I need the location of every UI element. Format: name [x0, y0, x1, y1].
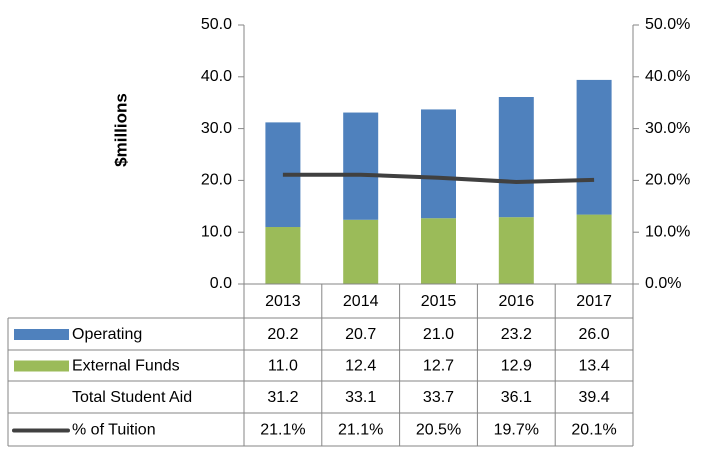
table-value: 19.7% [494, 422, 539, 439]
legend-label: Operating [72, 326, 142, 343]
table-value: 12.9 [501, 358, 532, 375]
bar-segment [576, 214, 612, 284]
table-value: 31.2 [267, 389, 298, 406]
y-tick-label: 20.0 [201, 172, 232, 189]
x-tick-label: 2016 [499, 293, 535, 310]
bar-segment [498, 217, 534, 284]
legend-key [14, 329, 69, 340]
table-value: 39.4 [579, 389, 610, 406]
y2-tick-label: 30.0% [645, 120, 690, 137]
legend-key [14, 360, 69, 372]
y2-tick-label: 50.0% [645, 16, 690, 33]
table-value: 12.7 [423, 358, 454, 375]
table-value: 13.4 [579, 358, 610, 375]
y-tick-label: 30.0 [201, 120, 232, 137]
table-value: 33.7 [423, 389, 454, 406]
x-tick-label: 2015 [421, 293, 457, 310]
table-value: 26.0 [579, 326, 610, 343]
y-tick-label: 0.0 [210, 275, 232, 292]
y-tick-label: 40.0 [201, 68, 232, 85]
table-value: 21.1% [338, 422, 383, 439]
table-value: 20.5% [416, 422, 461, 439]
y-tick-label: 10.0 [201, 223, 232, 240]
x-tick-label: 2013 [265, 293, 301, 310]
bar-segment [343, 219, 379, 284]
y2-tick-label: 20.0% [645, 172, 690, 189]
legend-label: % of Tuition [72, 422, 156, 439]
bar-segment [343, 112, 379, 220]
table-value: 23.2 [501, 326, 532, 343]
y2-tick-label: 10.0% [645, 223, 690, 240]
table-value: 36.1 [501, 389, 532, 406]
table-value: 20.7 [345, 326, 376, 343]
table-value: 21.0 [423, 326, 454, 343]
table-value: 33.1 [345, 389, 376, 406]
table-value: 11.0 [268, 358, 298, 375]
bar-segment [498, 97, 534, 218]
line-series [282, 172, 595, 184]
y2-tick-label: 40.0% [645, 68, 690, 85]
x-tick-label: 2014 [343, 293, 379, 310]
bar-segment [421, 109, 456, 219]
table-value: 20.2 [267, 326, 298, 343]
legend-label: Total Student Aid [72, 389, 192, 406]
bar-segment [576, 79, 612, 215]
table-value: 21.1% [260, 422, 305, 439]
y-tick-label: 50.0 [201, 16, 232, 33]
y2-tick-label: 0.0% [645, 275, 681, 292]
table-value: 20.1% [571, 422, 616, 439]
x-tick-label: 2017 [576, 293, 612, 310]
bar-segment [265, 227, 301, 284]
bar-segment [421, 218, 456, 284]
table-value: 12.4 [345, 358, 376, 375]
y-axis-label: $millions [111, 93, 130, 167]
legend-label: External Funds [72, 358, 180, 375]
